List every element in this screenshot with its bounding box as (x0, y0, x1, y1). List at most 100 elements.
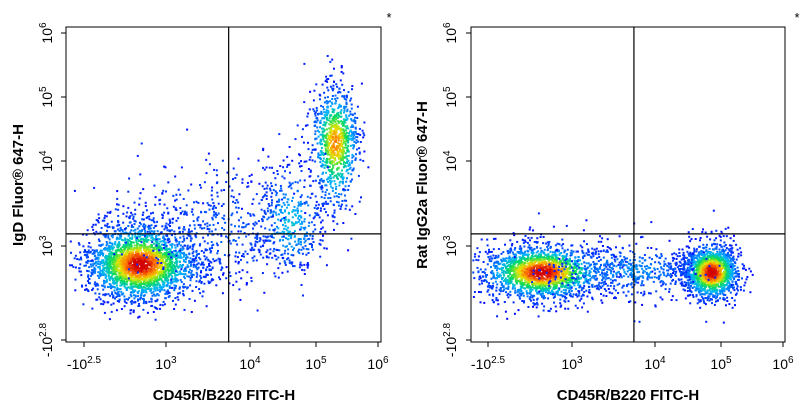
density-point (270, 201, 273, 204)
density-point (324, 230, 327, 233)
density-point (112, 295, 115, 298)
density-point (314, 212, 317, 215)
density-point (478, 291, 480, 293)
density-point (310, 221, 313, 224)
density-point (216, 191, 219, 194)
density-point (204, 248, 207, 251)
density-point (141, 259, 144, 262)
density-point (282, 235, 285, 238)
density-point (319, 150, 322, 153)
density-point (121, 229, 124, 232)
density-point (93, 271, 96, 274)
density-point (128, 216, 131, 219)
density-point (130, 302, 133, 305)
density-point (94, 258, 97, 261)
density-point (252, 227, 254, 230)
density-point (91, 269, 94, 272)
density-point (150, 277, 153, 280)
density-point (321, 117, 324, 120)
density-point (151, 236, 154, 239)
density-point (166, 284, 169, 287)
density-point (142, 225, 145, 228)
density-point (146, 285, 148, 287)
density-point (147, 224, 150, 227)
density-point (102, 303, 105, 306)
density-point (144, 226, 147, 229)
density-point (182, 283, 185, 286)
density-point (276, 231, 279, 234)
density-point (123, 254, 126, 257)
density-point (237, 157, 240, 160)
density-point (259, 253, 262, 256)
density-point (351, 144, 354, 147)
density-point (335, 83, 338, 86)
density-point (282, 244, 285, 247)
density-point (173, 256, 176, 259)
density-point (512, 285, 515, 288)
density-point (192, 265, 195, 268)
density-point (176, 296, 179, 299)
density-point (159, 285, 162, 288)
density-point (117, 245, 120, 248)
density-point (141, 218, 144, 221)
density-point (176, 271, 179, 274)
density-point (190, 183, 193, 186)
density-point (510, 262, 512, 265)
density-point (346, 177, 348, 180)
density-point (303, 273, 306, 275)
density-point (143, 294, 146, 297)
density-point (142, 273, 145, 276)
density-point (340, 149, 343, 152)
density-point (255, 234, 258, 237)
density-point (346, 150, 349, 153)
density-point (202, 266, 205, 269)
density-point (329, 100, 331, 103)
density-point (337, 107, 340, 110)
density-point (326, 166, 329, 169)
density-point (302, 227, 305, 229)
density-point (195, 275, 198, 278)
density-point (271, 192, 274, 195)
density-point (222, 272, 225, 275)
density-point (79, 263, 82, 266)
density-point (108, 271, 111, 274)
density-point (297, 240, 300, 243)
density-point (343, 118, 346, 121)
density-point (236, 211, 239, 214)
density-point (337, 142, 340, 145)
density-point (324, 122, 327, 125)
density-point (267, 216, 270, 219)
density-point (300, 194, 303, 197)
density-point (210, 261, 213, 264)
density-point (291, 196, 294, 199)
density-point (143, 268, 145, 271)
density-point (150, 289, 152, 292)
density-point (95, 249, 98, 252)
density-point (324, 191, 327, 194)
density-point (195, 286, 198, 288)
density-point (502, 267, 504, 269)
density-point (278, 209, 281, 212)
density-point (323, 247, 326, 250)
density-point (122, 251, 125, 254)
density-point (308, 243, 311, 245)
density-point (175, 219, 178, 222)
density-point (168, 262, 171, 264)
density-point (174, 284, 177, 287)
density-point (164, 278, 167, 281)
density-point (504, 310, 507, 313)
density-point (166, 263, 169, 266)
density-point (359, 133, 362, 136)
density-point (116, 243, 119, 246)
density-point (156, 286, 159, 289)
density-point (160, 268, 162, 270)
density-point (179, 244, 182, 247)
density-point (286, 258, 288, 261)
density-point (173, 267, 176, 270)
density-point (234, 240, 237, 242)
density-point (351, 156, 354, 159)
density-point (347, 127, 350, 130)
density-point (163, 284, 166, 287)
density-point (182, 252, 185, 255)
density-point (505, 257, 508, 260)
